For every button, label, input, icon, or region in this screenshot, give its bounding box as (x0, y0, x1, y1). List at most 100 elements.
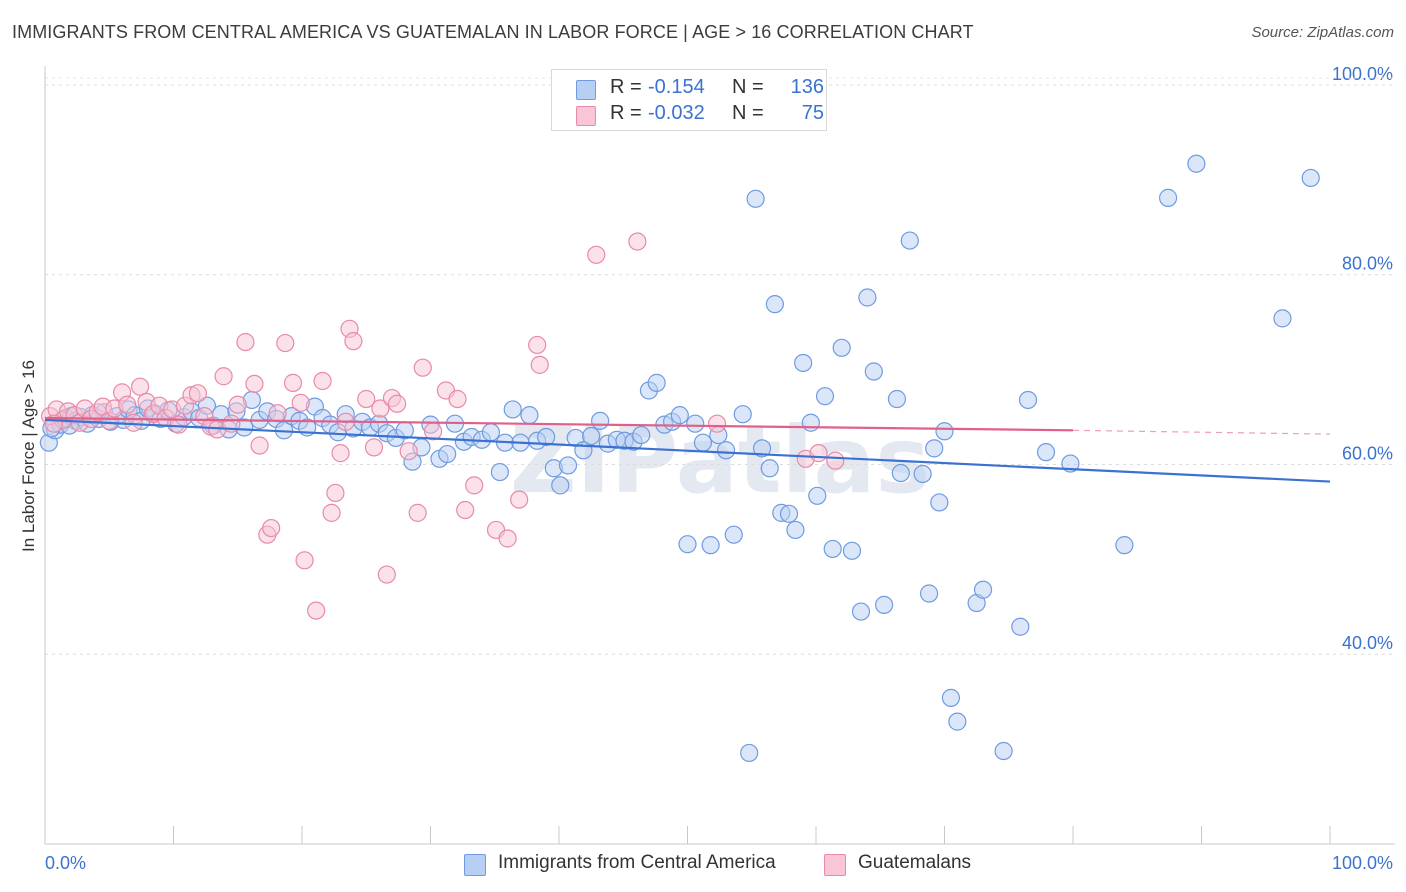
point-central-america (891, 463, 910, 483)
legend-swatch-guatemalans (576, 106, 596, 126)
point-central-america (948, 712, 967, 731)
point-guatemalans (214, 367, 233, 386)
legend-r-label: R = (610, 76, 642, 98)
point-central-america (591, 411, 610, 430)
point-central-america (740, 743, 759, 763)
point-guatemalans (628, 232, 647, 251)
legend-n-value: 136 (790, 76, 824, 98)
point-guatemalans (456, 500, 475, 520)
point-central-america (858, 288, 877, 307)
point-guatemalans (357, 389, 376, 409)
point-guatemalans (283, 373, 303, 392)
y-axis-label: In Labor Force | Age > 16 (19, 359, 38, 553)
point-guatemalans (448, 389, 467, 409)
point-guatemalans (587, 245, 606, 264)
legend-n-value: 75 (801, 102, 824, 124)
point-guatemalans (268, 404, 287, 423)
point-central-america (1301, 168, 1320, 188)
bottom-legend-label: Immigrants from Central America (498, 852, 776, 873)
point-central-america (733, 405, 752, 424)
point-central-america (1018, 390, 1038, 410)
point-guatemalans (399, 442, 418, 461)
point-central-america (930, 493, 949, 512)
trendline-central-america (44, 418, 1331, 483)
point-central-america (875, 595, 894, 615)
point-central-america (701, 536, 720, 555)
y-tick-label: 60.0% (1342, 443, 1393, 463)
point-central-america (551, 476, 570, 495)
point-guatemalans (118, 395, 137, 414)
point-central-america (919, 584, 939, 603)
bottom-legend-swatch-guatemalans (824, 854, 846, 876)
point-guatemalans (276, 333, 295, 353)
point-central-america (1273, 309, 1292, 328)
point-central-america (686, 414, 705, 433)
point-guatemalans (465, 476, 484, 495)
point-central-america (724, 525, 743, 544)
point-guatemalans (408, 503, 427, 522)
point-guatemalans (295, 551, 314, 570)
point-guatemalans (326, 483, 345, 503)
point-central-america (1115, 536, 1134, 555)
point-central-america (1011, 617, 1030, 636)
legend-n-label: N = (732, 102, 764, 124)
point-central-america (994, 741, 1013, 761)
point-guatemalans (291, 393, 310, 412)
point-central-america (925, 439, 944, 458)
y-tick-label: 100.0% (1332, 64, 1393, 84)
source-note: Source: ZipAtlas.com (1251, 24, 1394, 41)
point-central-america (913, 464, 932, 484)
chart-title: IMMIGRANTS FROM CENTRAL AMERICA VS GUATE… (12, 22, 974, 42)
point-central-america (693, 433, 713, 452)
point-guatemalans (236, 332, 255, 352)
point-guatemalans (371, 399, 390, 418)
legend-r-value: -0.032 (648, 102, 705, 124)
y-tick-label: 40.0% (1342, 633, 1393, 653)
point-central-america (808, 486, 827, 505)
point-central-america (716, 441, 736, 460)
point-guatemalans (331, 444, 350, 463)
legend-swatch-central-america (576, 80, 596, 100)
point-guatemalans (250, 436, 269, 455)
point-guatemalans (377, 565, 396, 584)
point-guatemalans (130, 377, 150, 396)
point-central-america (678, 535, 697, 554)
point-central-america (520, 406, 539, 425)
bottom-legend-label: Guatemalans (858, 852, 972, 873)
point-guatemalans (413, 358, 432, 377)
point-central-america (582, 426, 601, 446)
point-central-america (900, 231, 919, 250)
point-central-america (558, 456, 578, 475)
point-central-america (752, 439, 772, 458)
y-tick-label: 80.0% (1342, 254, 1393, 274)
point-central-america (887, 389, 907, 409)
point-guatemalans (387, 394, 407, 413)
point-central-america (503, 400, 522, 419)
point-central-america (779, 504, 799, 523)
point-guatemalans (124, 413, 143, 432)
point-central-america (490, 462, 509, 482)
point-central-america (786, 520, 805, 540)
point-guatemalans (530, 355, 549, 374)
point-guatemalans (262, 518, 281, 538)
point-guatemalans (826, 451, 845, 470)
point-guatemalans (313, 371, 332, 391)
point-central-america (851, 602, 871, 621)
point-central-america (1061, 454, 1080, 473)
point-guatemalans (498, 529, 517, 548)
point-central-america (647, 373, 666, 392)
trendline-guatemalans (44, 416, 1074, 432)
point-guatemalans (344, 332, 363, 351)
point-guatemalans (510, 490, 529, 509)
point-central-america (760, 459, 779, 478)
x-tick-label: 100.0% (1332, 853, 1393, 873)
trendline-guatemalans-extension (1072, 429, 1331, 435)
legend-n-label: N = (732, 76, 764, 98)
point-central-america (823, 539, 842, 559)
point-central-america (1158, 188, 1178, 207)
point-guatemalans (364, 438, 384, 457)
legend-r-value: -0.154 (648, 76, 705, 98)
point-guatemalans (228, 395, 247, 414)
point-central-america (632, 425, 651, 445)
